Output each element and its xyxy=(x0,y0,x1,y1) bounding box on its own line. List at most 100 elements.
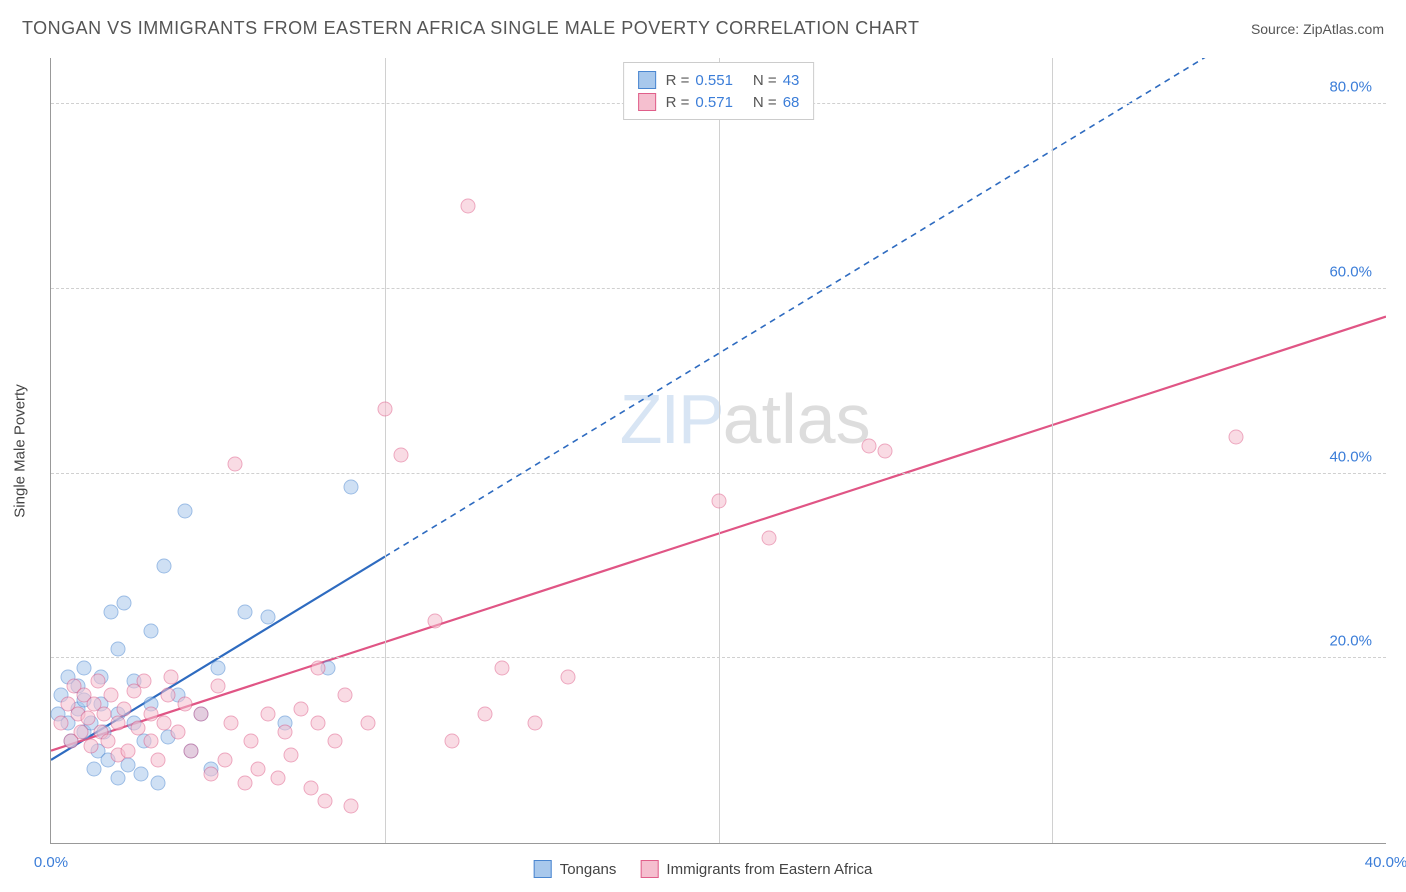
x-tick-label: 0.0% xyxy=(34,854,68,871)
y-tick-label: 20.0% xyxy=(1329,633,1372,650)
source-prefix: Source: xyxy=(1251,21,1303,37)
data-point xyxy=(150,775,165,790)
grid-line-v xyxy=(385,58,386,843)
data-point xyxy=(194,706,209,721)
series-legend: Tongans Immigrants from Eastern Africa xyxy=(534,860,873,878)
legend-swatch xyxy=(640,860,658,878)
watermark-atlas: atlas xyxy=(723,380,871,458)
chart-title: TONGAN VS IMMIGRANTS FROM EASTERN AFRICA… xyxy=(22,18,919,39)
legend-item: Tongans xyxy=(534,860,617,878)
data-point xyxy=(878,443,893,458)
data-point xyxy=(104,688,119,703)
r-label: R = xyxy=(666,72,690,89)
grid-line-v xyxy=(1052,58,1053,843)
data-point xyxy=(304,780,319,795)
data-point xyxy=(177,697,192,712)
legend-swatch xyxy=(638,93,656,111)
data-point xyxy=(224,715,239,730)
data-point xyxy=(117,595,132,610)
r-label: R = xyxy=(666,94,690,111)
plot-region: ZIPatlas R =0.551N =43R =0.571N =68 20.0… xyxy=(50,58,1386,844)
data-point xyxy=(217,752,232,767)
data-point xyxy=(210,679,225,694)
data-point xyxy=(861,438,876,453)
data-point xyxy=(150,752,165,767)
data-point xyxy=(337,688,352,703)
legend-item: Immigrants from Eastern Africa xyxy=(640,860,872,878)
data-point xyxy=(157,715,172,730)
data-point xyxy=(204,766,219,781)
data-point xyxy=(157,558,172,573)
data-point xyxy=(164,669,179,684)
data-point xyxy=(110,715,125,730)
n-value: 43 xyxy=(783,72,800,89)
y-axis-label: Single Male Poverty xyxy=(12,384,29,517)
data-point xyxy=(87,762,102,777)
data-point xyxy=(527,715,542,730)
data-point xyxy=(477,706,492,721)
data-point xyxy=(170,725,185,740)
data-point xyxy=(284,748,299,763)
n-label: N = xyxy=(753,94,777,111)
data-point xyxy=(444,734,459,749)
data-point xyxy=(100,734,115,749)
data-point xyxy=(250,762,265,777)
data-point xyxy=(244,734,259,749)
chart-area: Single Male Poverty ZIPatlas R =0.551N =… xyxy=(50,58,1386,844)
data-point xyxy=(427,614,442,629)
n-label: N = xyxy=(753,72,777,89)
data-point xyxy=(260,706,275,721)
data-point xyxy=(84,739,99,754)
grid-line-v xyxy=(719,58,720,843)
data-point xyxy=(494,660,509,675)
watermark: ZIPatlas xyxy=(620,379,871,459)
y-tick-label: 80.0% xyxy=(1329,79,1372,96)
data-point xyxy=(110,642,125,657)
data-point xyxy=(90,674,105,689)
data-point xyxy=(97,706,112,721)
y-tick-label: 40.0% xyxy=(1329,448,1372,465)
data-point xyxy=(74,725,89,740)
data-point xyxy=(210,660,225,675)
data-point xyxy=(237,775,252,790)
data-point xyxy=(134,766,149,781)
legend-label: Immigrants from Eastern Africa xyxy=(666,861,872,878)
data-point xyxy=(137,674,152,689)
data-point xyxy=(1228,429,1243,444)
data-point xyxy=(270,771,285,786)
y-tick-label: 60.0% xyxy=(1329,263,1372,280)
data-point xyxy=(311,715,326,730)
data-point xyxy=(711,494,726,509)
data-point xyxy=(120,743,135,758)
data-point xyxy=(117,702,132,717)
x-tick-label: 40.0% xyxy=(1365,854,1406,871)
data-point xyxy=(144,706,159,721)
data-point xyxy=(237,605,252,620)
data-point xyxy=(277,725,292,740)
data-point xyxy=(294,702,309,717)
data-point xyxy=(761,531,776,546)
data-point xyxy=(394,448,409,463)
data-point xyxy=(144,734,159,749)
data-point xyxy=(377,401,392,416)
data-point xyxy=(160,688,175,703)
chart-header: TONGAN VS IMMIGRANTS FROM EASTERN AFRICA… xyxy=(22,18,1384,39)
correlation-row: R =0.551N =43 xyxy=(638,69,800,91)
data-point xyxy=(54,715,69,730)
data-point xyxy=(77,660,92,675)
data-point xyxy=(461,198,476,213)
data-point xyxy=(344,480,359,495)
data-point xyxy=(361,715,376,730)
legend-swatch xyxy=(638,71,656,89)
data-point xyxy=(311,660,326,675)
legend-swatch xyxy=(534,860,552,878)
correlation-legend: R =0.551N =43R =0.571N =68 xyxy=(623,62,815,120)
data-point xyxy=(327,734,342,749)
data-point xyxy=(561,669,576,684)
legend-label: Tongans xyxy=(560,861,617,878)
n-value: 68 xyxy=(783,94,800,111)
data-point xyxy=(104,605,119,620)
data-point xyxy=(260,609,275,624)
data-point xyxy=(184,743,199,758)
data-point xyxy=(144,623,159,638)
